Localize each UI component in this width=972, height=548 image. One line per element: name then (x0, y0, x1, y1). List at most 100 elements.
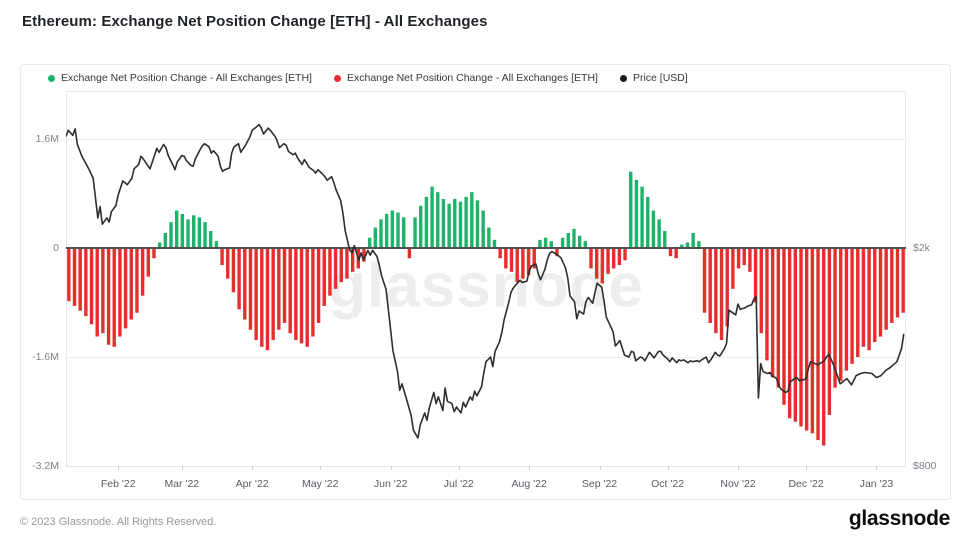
net-position-bar[interactable] (174, 210, 179, 248)
net-position-bar[interactable] (487, 227, 491, 248)
net-position-bar[interactable] (231, 248, 236, 293)
net-position-bar[interactable] (186, 219, 190, 248)
net-position-bar[interactable] (135, 248, 139, 313)
net-position-bar[interactable] (339, 248, 343, 283)
net-position-bar[interactable] (577, 235, 582, 248)
net-position-bar[interactable] (674, 248, 678, 259)
net-position-bar[interactable] (856, 248, 860, 357)
net-position-bar[interactable] (333, 248, 338, 289)
net-position-bar[interactable] (112, 248, 116, 347)
net-position-bar[interactable] (787, 248, 792, 419)
net-position-bar[interactable] (555, 248, 559, 257)
net-position-bar[interactable] (311, 248, 315, 337)
net-position-bar[interactable] (799, 248, 803, 427)
net-position-bar[interactable] (152, 248, 156, 259)
net-position-bar[interactable] (736, 248, 741, 269)
net-position-bar[interactable] (481, 210, 485, 248)
net-position-bar[interactable] (543, 237, 548, 248)
net-position-bar[interactable] (572, 228, 576, 248)
net-position-bar[interactable] (515, 248, 519, 283)
net-position-bar[interactable] (118, 248, 122, 337)
net-position-bar[interactable] (850, 248, 854, 364)
net-position-bar[interactable] (396, 212, 400, 248)
net-position-bar[interactable] (453, 198, 457, 248)
net-position-bar[interactable] (844, 248, 849, 371)
net-position-bar[interactable] (203, 222, 207, 248)
net-position-bar[interactable] (197, 217, 202, 248)
net-position-bar[interactable] (146, 248, 150, 277)
net-position-bar[interactable] (583, 241, 588, 248)
net-position-bar[interactable] (646, 196, 650, 248)
net-position-bar[interactable] (617, 248, 622, 266)
net-position-bar[interactable] (538, 239, 542, 248)
chart-plot-area[interactable]: glassnode (66, 91, 906, 471)
net-position-bar[interactable] (492, 239, 497, 248)
net-position-bar[interactable] (294, 248, 298, 340)
net-position-bar[interactable] (623, 248, 627, 261)
net-position-bar[interactable] (305, 248, 309, 347)
net-position-bar[interactable] (606, 248, 610, 274)
net-position-bar[interactable] (594, 248, 599, 279)
net-position-bar[interactable] (526, 248, 531, 276)
net-position-bar[interactable] (509, 248, 514, 272)
net-position-bar[interactable] (362, 248, 366, 262)
net-position-bar[interactable] (651, 210, 656, 248)
net-position-bar[interactable] (640, 186, 644, 248)
net-position-bar[interactable] (436, 192, 440, 248)
net-position-bar[interactable] (884, 248, 888, 330)
net-position-bar[interactable] (169, 222, 173, 248)
net-position-bar[interactable] (277, 248, 281, 330)
net-position-bar[interactable] (180, 213, 185, 248)
net-position-bar[interactable] (299, 248, 304, 344)
net-position-bar[interactable] (873, 248, 877, 343)
net-position-bar[interactable] (680, 244, 684, 248)
net-position-bar[interactable] (833, 248, 837, 388)
net-position-bar[interactable] (776, 248, 780, 388)
net-position-bar[interactable] (816, 248, 820, 441)
net-position-bar[interactable] (566, 233, 570, 248)
net-position-bar[interactable] (725, 248, 729, 327)
net-position-bar[interactable] (702, 248, 707, 313)
net-position-bar[interactable] (498, 248, 502, 259)
net-position-bar[interactable] (458, 201, 463, 248)
net-position-bar[interactable] (793, 248, 798, 422)
net-position-bar[interactable] (753, 248, 758, 303)
net-position-bar[interactable] (719, 248, 724, 340)
net-position-bar[interactable] (691, 233, 695, 248)
net-position-bar[interactable] (827, 248, 832, 415)
net-position-bar[interactable] (589, 248, 593, 269)
price-line[interactable] (66, 123, 905, 439)
net-position-bar[interactable] (765, 248, 769, 361)
net-position-bar[interactable] (243, 248, 247, 320)
net-position-bar[interactable] (288, 248, 292, 334)
net-position-bar[interactable] (157, 242, 162, 248)
legend-item-net-position-negative[interactable]: Exchange Net Position Change - All Excha… (333, 72, 598, 84)
net-position-bar[interactable] (532, 248, 536, 269)
net-position-bar[interactable] (430, 186, 434, 248)
net-position-bar[interactable] (390, 210, 395, 248)
net-position-bar[interactable] (867, 248, 871, 351)
net-position-bar[interactable] (731, 248, 735, 289)
net-position-bar[interactable] (226, 248, 230, 279)
net-position-bar[interactable] (697, 241, 701, 248)
net-position-bar[interactable] (560, 237, 565, 248)
net-position-bar[interactable] (254, 248, 258, 340)
net-position-bar[interactable] (441, 198, 446, 248)
net-position-bar[interactable] (101, 248, 105, 334)
net-position-bar[interactable] (708, 248, 712, 323)
net-position-bar[interactable] (663, 230, 667, 248)
net-position-bar[interactable] (129, 248, 133, 320)
net-position-bar[interactable] (67, 248, 71, 302)
net-position-bar[interactable] (742, 248, 746, 266)
net-position-bar[interactable] (634, 179, 639, 249)
net-position-bar[interactable] (839, 248, 843, 381)
legend-item-price[interactable]: Price [USD] (619, 72, 688, 84)
net-position-bar[interactable] (373, 227, 378, 248)
net-position-bar[interactable] (192, 215, 196, 248)
net-position-bar[interactable] (89, 248, 94, 325)
net-position-bar[interactable] (248, 248, 253, 330)
net-position-bar[interactable] (464, 196, 468, 248)
net-position-bar[interactable] (407, 248, 412, 259)
net-position-bar[interactable] (804, 248, 809, 431)
net-position-bar[interactable] (72, 248, 77, 306)
